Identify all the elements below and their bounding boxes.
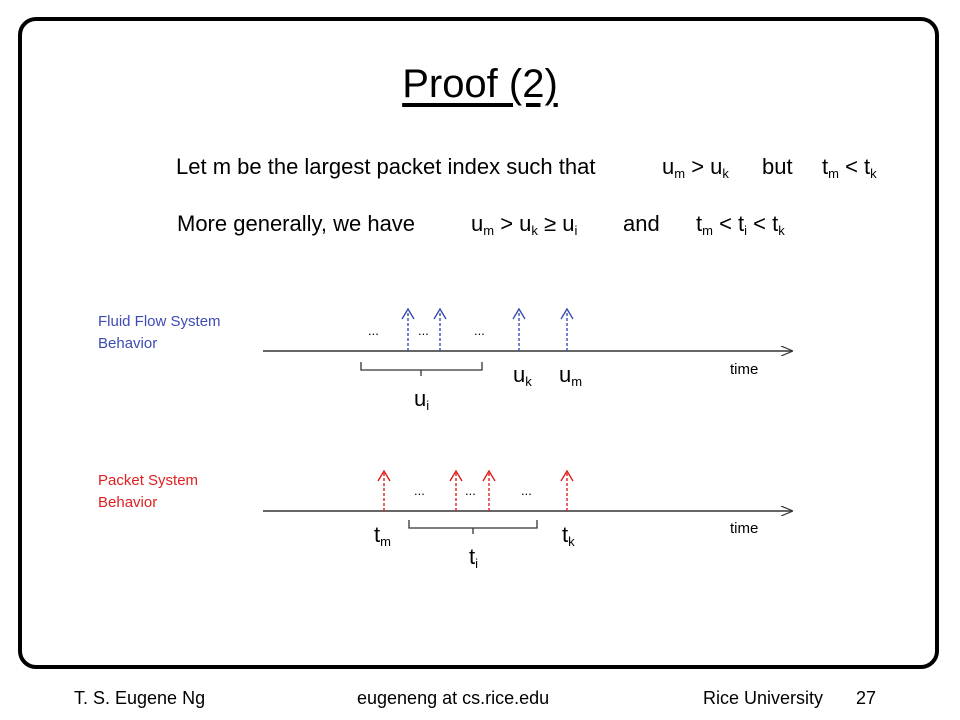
fluid-ui-label: ui [414,386,429,413]
fluid-uk-label: uk [513,362,532,389]
statement-2-conj: and [623,211,660,236]
packet-tk-label: tk [562,522,575,549]
packet-arrow-tm-head [377,469,391,482]
statement-1: Let m be the largest packet index such t… [0,154,960,184]
statement-1-expr-b: tm < tk [822,154,877,181]
fluid-time-label: time [730,361,758,378]
slide-title: Proof (2) [402,62,558,106]
fluid-arrow-uk-head [512,307,526,320]
statement-2-expr-b: tm < ti < tk [696,211,785,238]
packet-arrow-2-head [449,469,463,482]
packet-tm-label: tm [374,522,391,549]
fluid-arrow-um-head [560,307,574,320]
packet-system-label: Packet System Behavior [98,472,199,511]
fluid-um-label: um [559,362,582,389]
packet-ti-label: ti [469,544,478,571]
packet-time-label: time [730,520,758,537]
footer-page-number: 27 [856,688,877,708]
fluid-ellipsis-3: ... [474,323,485,338]
fluid-ellipsis-1: ... [368,323,379,338]
fluid-arrow-2-head [433,307,447,320]
packet-brace [408,520,538,534]
packet-arrow-3-head [482,469,496,482]
footer-author: T. S. Eugene Ng [74,688,206,708]
fluid-brace [360,362,483,376]
packet-ellipsis-3: ... [521,483,532,498]
statement-1-lead: Let m be the largest packet index such t… [176,154,596,179]
statement-2: More generally, we have um > uk ≥ ui and… [0,211,960,241]
statement-1-conj: but [762,154,793,179]
statement-2-lead: More generally, we have [177,211,416,236]
fluid-ellipsis-2: ... [418,323,429,338]
packet-ellipsis-1: ... [414,483,425,498]
statement-1-expr-a: um > uk [662,154,729,181]
fluid-system-label: Fluid Flow System Behavior [98,313,221,352]
packet-ellipsis-2: ... [465,483,476,498]
fluid-arrow-1-head [401,307,415,320]
slide-frame [18,17,939,669]
packet-arrow-tk-head [560,469,574,482]
footer-institution: Rice University [703,688,824,708]
footer-email: eugeneng at cs.rice.edu [357,688,550,708]
statement-2-expr-a: um > uk ≥ ui [471,211,578,238]
